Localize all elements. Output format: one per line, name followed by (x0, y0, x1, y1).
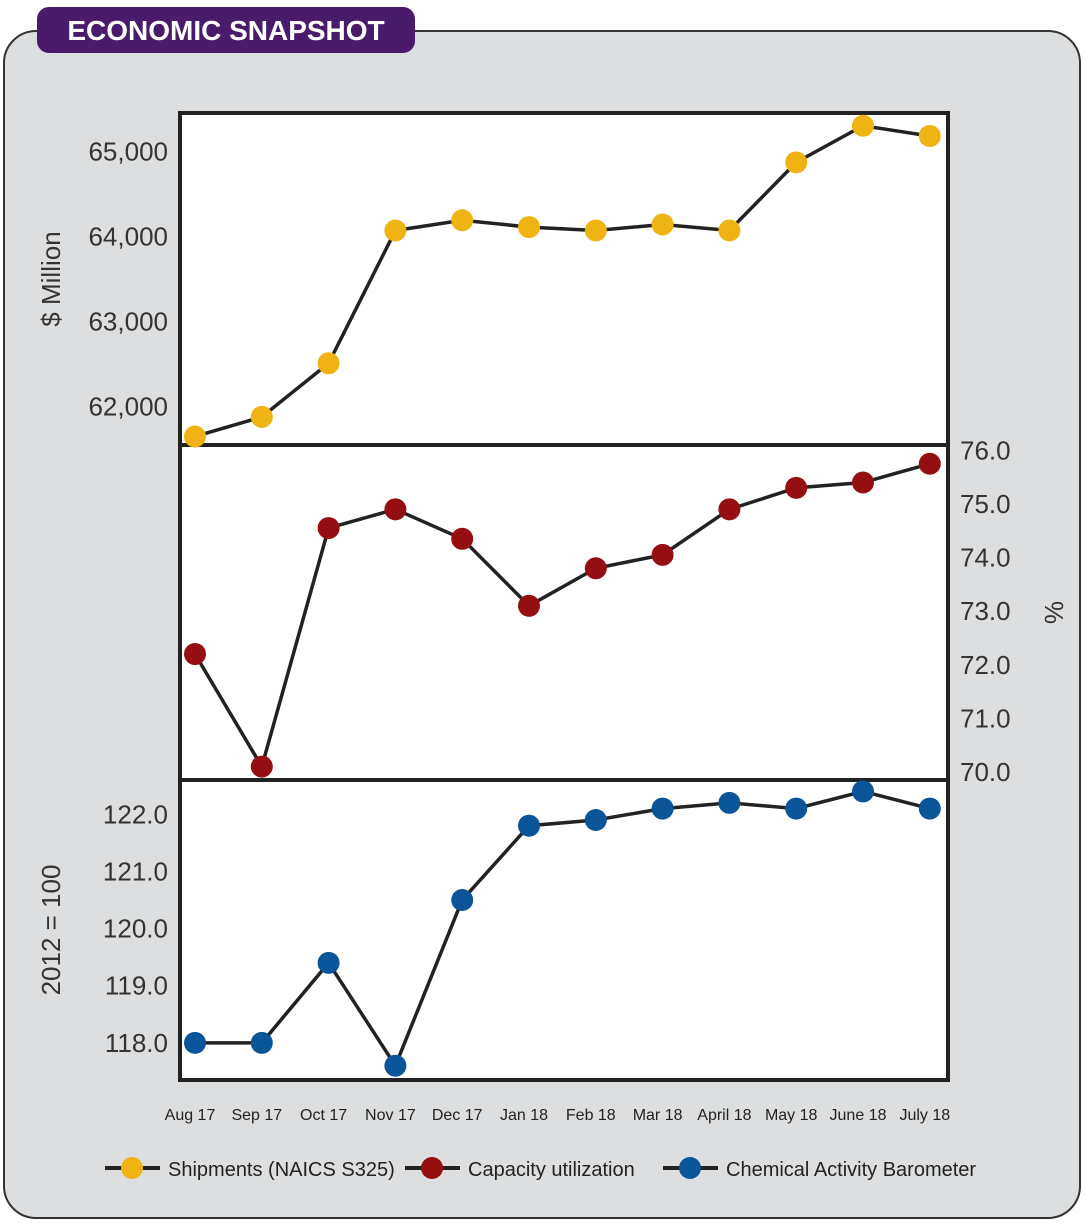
y-tick-label: 65,000 (88, 136, 168, 166)
y-tick-label: 73.0 (960, 596, 1011, 626)
y-tick-label: 118.0 (105, 1028, 168, 1058)
data-point-april-18 (718, 219, 741, 242)
legend-item-3: Chemical Activity Barometer (663, 1157, 976, 1181)
y-tick-label: 62,000 (88, 392, 168, 422)
legend-label: Shipments (NAICS S325) (168, 1159, 395, 1181)
legend-item-2: Capacity utilization (405, 1157, 635, 1181)
data-point-nov-17 (384, 498, 407, 521)
y-tick-label: 70.0 (960, 757, 1011, 787)
data-point-oct-17 (317, 951, 340, 974)
y-axis-label: 2012 = 100 (36, 865, 66, 996)
x-tick-label: June 18 (830, 1107, 887, 1124)
data-point-july-18 (918, 797, 941, 820)
y-axis-label: $ Million (36, 231, 66, 326)
x-tick-label: Mar 18 (633, 1107, 683, 1124)
data-point-april-18 (718, 498, 741, 521)
data-point-june-18 (852, 114, 874, 137)
legend-label: Chemical Activity Barometer (726, 1159, 976, 1181)
series-line (193, 462, 931, 772)
y-axis-label: % (1039, 601, 1069, 624)
x-tick-label: Jan 18 (500, 1107, 548, 1124)
series-1 (184, 114, 941, 448)
data-point-mar-18 (651, 543, 674, 566)
data-point-dec-17 (451, 889, 474, 911)
y-tick-label: 72.0 (960, 650, 1011, 680)
data-point-jan-18 (518, 216, 540, 239)
data-point-feb-18 (584, 557, 607, 580)
data-point-nov-17 (384, 219, 407, 242)
y-tick-label: 74.0 (960, 543, 1011, 573)
series-line (194, 123, 931, 439)
legend-item-1: Shipments (NAICS S325) (105, 1157, 395, 1181)
data-point-june-18 (852, 780, 874, 803)
data-point-may-18 (785, 797, 808, 820)
y-tick-label: 71.0 (960, 703, 1011, 733)
series-2 (184, 452, 941, 778)
data-point-sep-17 (250, 405, 273, 428)
data-point-mar-18 (651, 213, 674, 236)
data-point-jan-18 (518, 594, 540, 617)
y-tick-label: 120.0 (103, 914, 168, 944)
x-tick-label: Feb 18 (566, 1107, 616, 1124)
plot-frame-2 (178, 443, 950, 782)
legend-marker (421, 1157, 443, 1179)
y-tick-label: 76.0 (960, 435, 1011, 465)
x-tick-label: May 18 (765, 1107, 818, 1124)
legend-label: Capacity utilization (468, 1159, 635, 1181)
data-point-june-18 (852, 471, 874, 494)
data-point-april-18 (718, 791, 741, 814)
data-point-feb-18 (584, 219, 607, 242)
legend-marker (679, 1157, 701, 1179)
plot-frame-1 (178, 111, 950, 447)
y-tick-label: 122.0 (103, 799, 168, 829)
data-point-feb-18 (584, 809, 607, 831)
data-point-sep-17 (250, 1031, 273, 1054)
y-tick-label: 63,000 (88, 307, 168, 337)
data-point-oct-17 (317, 352, 340, 375)
y-tick-label: 119.0 (105, 971, 168, 1001)
data-point-sep-17 (250, 755, 273, 778)
data-point-mar-18 (651, 797, 674, 820)
legend-marker (121, 1157, 143, 1179)
data-point-aug-17 (184, 425, 206, 448)
data-point-dec-17 (451, 209, 474, 232)
data-point-may-18 (785, 151, 808, 174)
data-point-nov-17 (384, 1054, 407, 1077)
title-badge (37, 7, 415, 53)
x-tick-label: Oct 17 (300, 1107, 347, 1124)
x-tick-label: July 18 (899, 1107, 950, 1124)
series-3 (184, 780, 941, 1077)
data-point-jan-18 (518, 814, 540, 837)
y-tick-label: 64,000 (88, 221, 168, 251)
x-tick-label: Nov 17 (365, 1107, 416, 1124)
plot-frame-3 (178, 778, 950, 1082)
x-tick-label: April 18 (697, 1107, 751, 1124)
y-tick-label: 121.0 (103, 856, 168, 886)
data-point-july-18 (918, 124, 941, 147)
y-tick-label: 75.0 (960, 489, 1011, 519)
data-point-may-18 (785, 476, 808, 499)
data-point-aug-17 (184, 643, 206, 666)
data-point-dec-17 (451, 527, 474, 550)
series-line (195, 789, 931, 1070)
x-tick-label: Dec 17 (432, 1107, 483, 1124)
data-point-july-18 (918, 452, 941, 475)
data-point-aug-17 (184, 1031, 206, 1054)
chart-title: ECONOMIC SNAPSHOT (67, 15, 384, 46)
x-tick-label: Aug 17 (165, 1107, 216, 1124)
data-point-oct-17 (317, 517, 340, 540)
x-tick-label: Sep 17 (231, 1107, 282, 1124)
